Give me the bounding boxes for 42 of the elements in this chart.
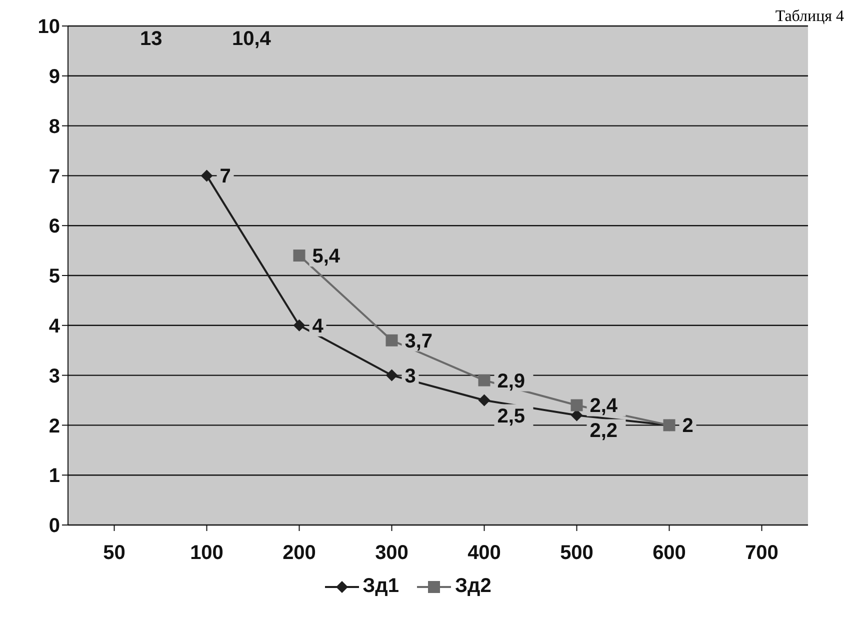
point [386,369,398,382]
x-tick-label: 400 [468,542,501,564]
y-tick-label: 3 [48,365,60,388]
data-label: 2 [682,415,694,438]
data-label: 7 [220,166,231,188]
y-tick-label: 8 [48,116,60,138]
data-label: 2,5 [497,405,526,428]
y-tick-label: 6 [48,216,60,238]
x-tick-label: 700 [745,542,778,564]
text: Таблиця 4 [775,8,844,26]
point [200,170,213,182]
x-tick-label: 600 [652,542,686,564]
data-label: 5,4 [312,246,341,268]
x-tick-label: 300 [375,542,408,564]
y-tick-label: 5 [48,266,60,288]
point [293,319,306,332]
point [386,334,398,346]
legend-label: Зд2 [455,575,492,598]
data-label: 2,9 [497,370,526,392]
x-tick-label: 500 [560,542,594,564]
point [478,374,490,386]
data-label: 4 [312,315,324,338]
annotation: 10,4 [230,28,273,51]
point [293,250,306,262]
data-label: 3,7 [404,330,433,352]
data-label: 3 [404,365,416,388]
legend-label: Зд1 [362,575,399,598]
y-tick-label: 9 [48,66,60,88]
x-tick-label: 100 [190,542,224,564]
point [570,399,583,412]
point [478,394,490,406]
x-tick-label: 50 [103,542,126,564]
y-tick-label: 0 [48,515,60,538]
data-label: 2,4 [590,395,618,418]
annotation: 13 [138,28,164,51]
y-tick-label: 7 [48,166,60,188]
y-tick-label: 2 [48,415,60,438]
y-tick-label: 4 [48,316,61,338]
y-tick-label: 1 [48,465,60,488]
x-tick-label: 200 [282,542,316,564]
data-label: 2,2 [590,420,618,442]
y-tick-label: 10 [38,16,60,38]
